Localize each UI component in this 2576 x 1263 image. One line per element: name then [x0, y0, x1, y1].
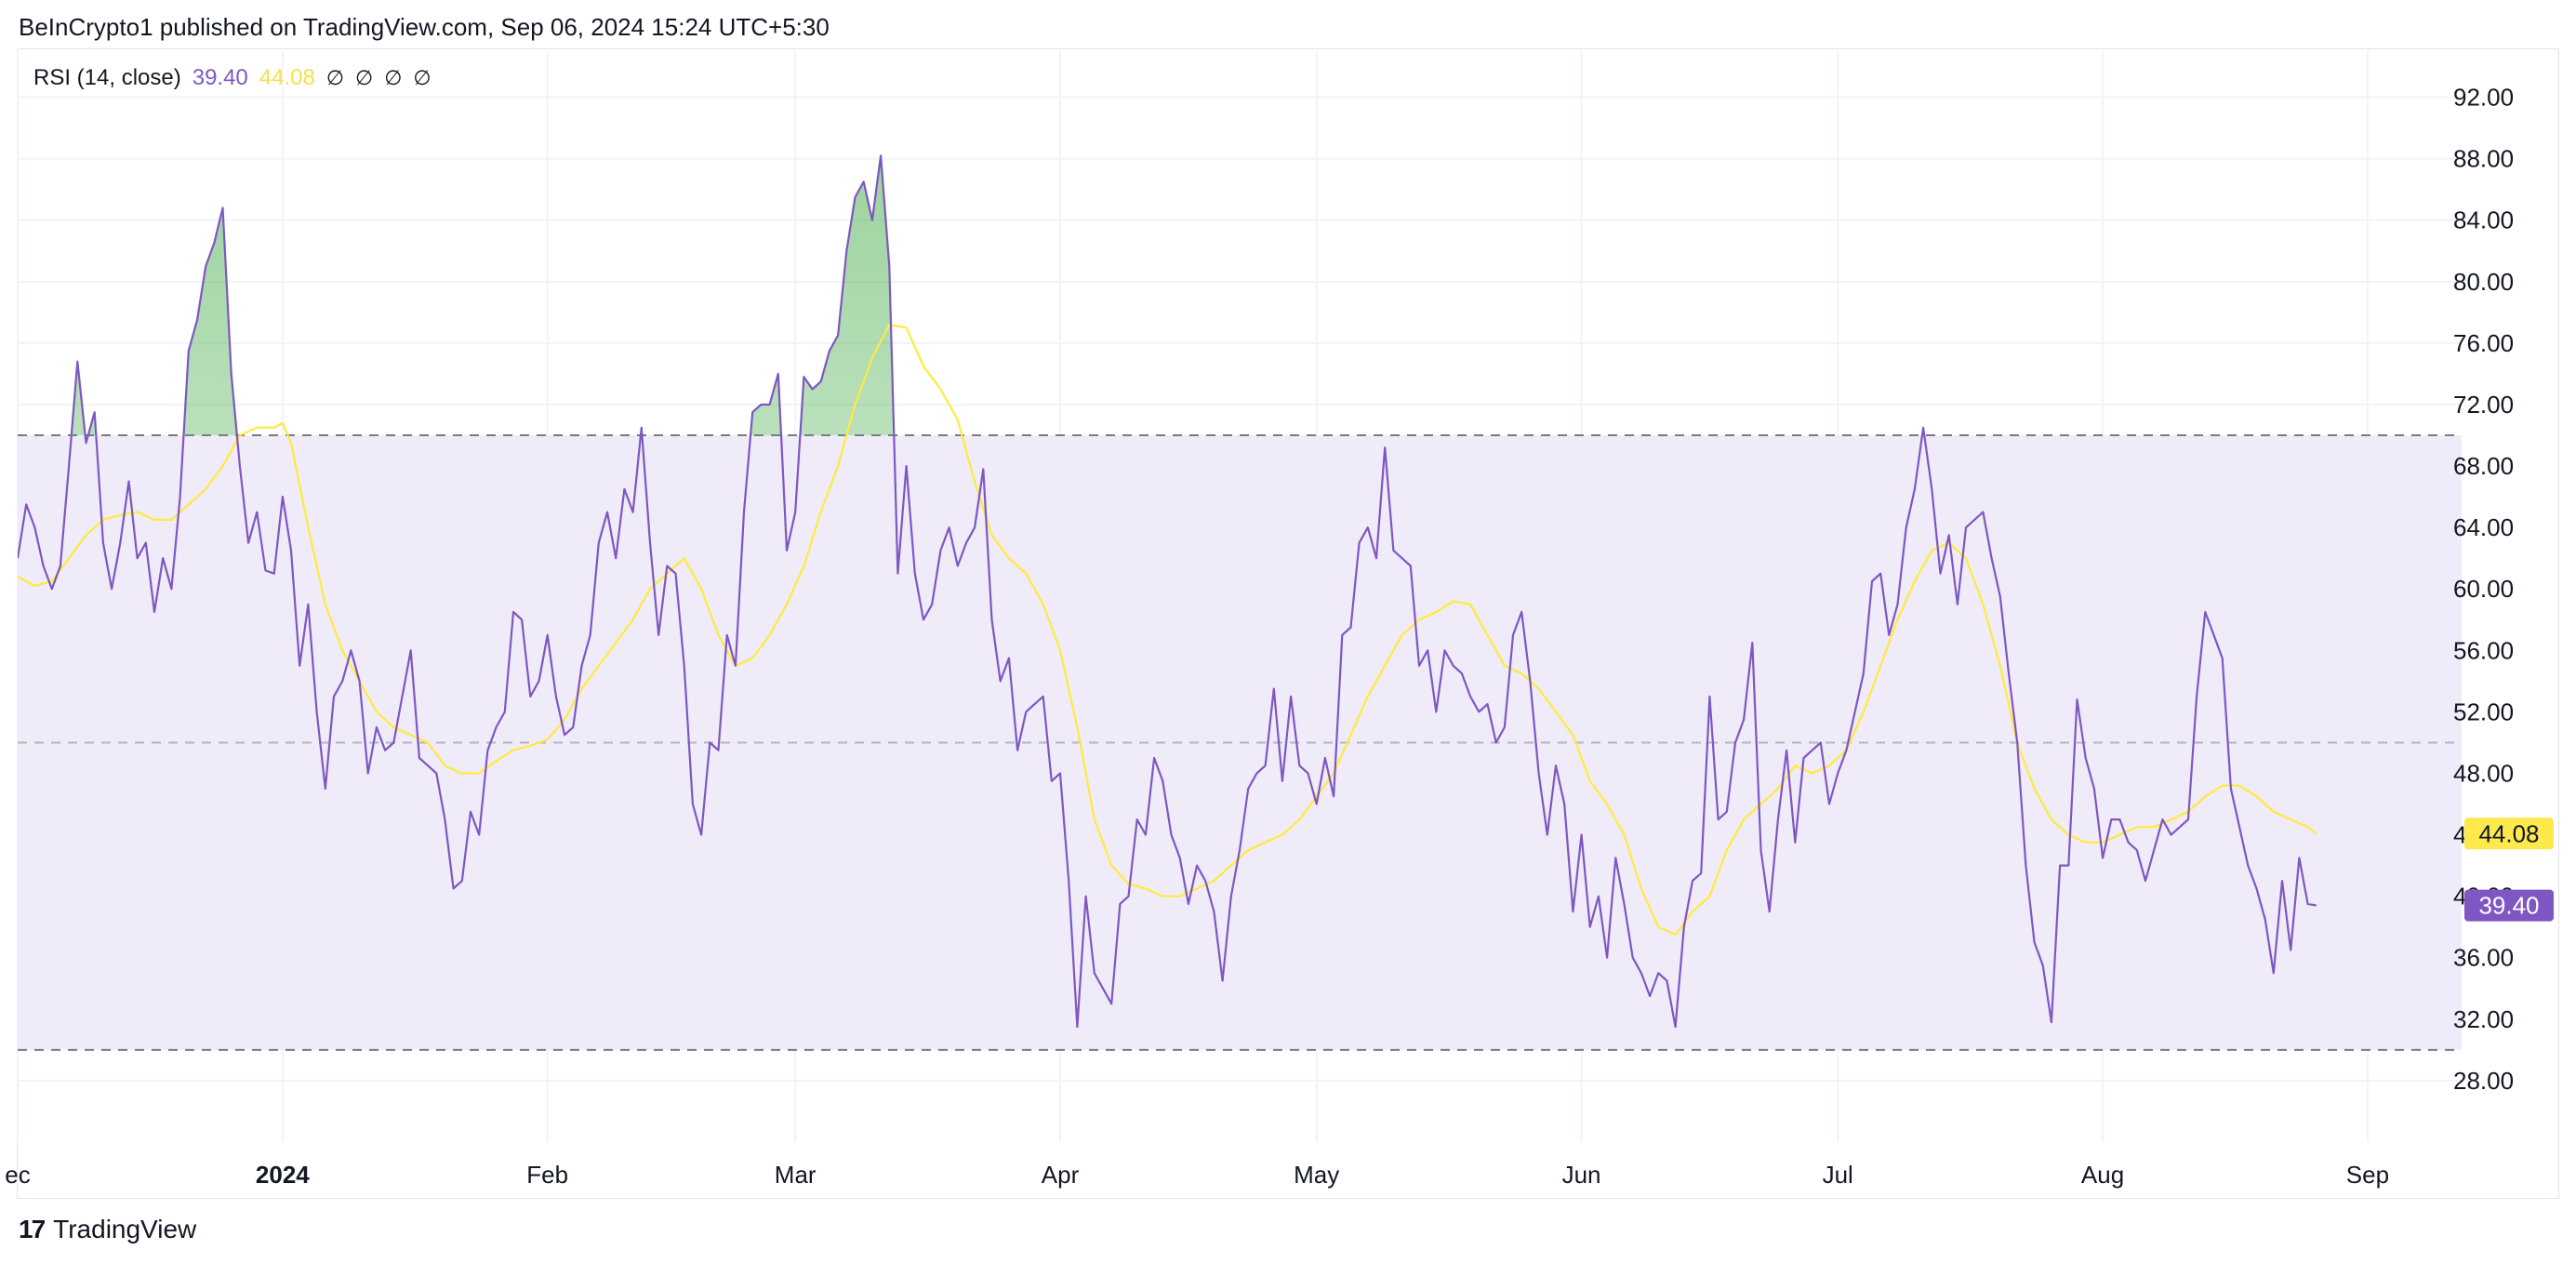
x-tick-label: Jun: [1562, 1161, 1601, 1189]
x-tick-label: Feb: [526, 1161, 568, 1189]
publish-info: BeInCrypto1 published on TradingView.com…: [19, 13, 830, 41]
ma-last-value-label: 44.08: [2478, 819, 2539, 847]
x-tick-label: May: [1294, 1161, 1339, 1189]
chart-legend: RSI (14, close) 39.40 44.08 ∅ ∅ ∅ ∅: [33, 65, 432, 91]
x-tick-label: Aug: [2081, 1161, 2124, 1189]
y-tick-label: 56.00: [2453, 636, 2514, 664]
rsi-value: 39.40: [192, 65, 248, 90]
y-tick-label: 36.00: [2453, 944, 2514, 972]
rsi-last-value-label: 39.40: [2478, 892, 2539, 920]
brand-name[interactable]: TradingView: [53, 1215, 197, 1243]
rsi-last-value-badge: [2464, 889, 2554, 922]
empty-value-marker: ∅: [325, 66, 345, 89]
rsi-chart[interactable]: 28.0032.0036.0040.0044.0048.0052.0056.00…: [0, 0, 2576, 1209]
empty-value-marker: ∅: [384, 66, 403, 89]
x-tick-label: Sep: [2346, 1161, 2389, 1189]
y-tick-label: 76.00: [2453, 329, 2514, 357]
y-tick-label: 28.00: [2453, 1067, 2514, 1095]
y-tick-label: 84.00: [2453, 206, 2514, 234]
tradingview-logo-icon[interactable]: 17: [19, 1215, 46, 1243]
x-tick-label: Jul: [1823, 1161, 1853, 1189]
indicator-name[interactable]: RSI (14, close): [33, 65, 181, 90]
ma-value: 44.08: [259, 65, 315, 90]
y-tick-label: 32.00: [2453, 1005, 2514, 1033]
footer: 17 TradingView: [19, 1215, 196, 1244]
rsi-line[interactable]: [18, 154, 2317, 1029]
y-tick-label: 68.00: [2453, 452, 2514, 480]
y-tick-label: 64.00: [2453, 513, 2514, 541]
x-tick-label: Apr: [1042, 1161, 1080, 1189]
x-tick-label: Mar: [775, 1161, 817, 1189]
x-tick-label: ec: [5, 1161, 30, 1189]
x-tick-label: 2024: [256, 1161, 310, 1189]
y-tick-label: 72.00: [2453, 391, 2514, 419]
y-tick-label: 60.00: [2453, 575, 2514, 603]
y-tick-label: 92.00: [2453, 84, 2514, 112]
y-tick-label: 88.00: [2453, 145, 2514, 173]
y-tick-label: 52.00: [2453, 698, 2514, 725]
empty-value-marker: ∅: [413, 66, 432, 89]
ma-last-value-badge: [2464, 818, 2554, 850]
y-tick-label: 48.00: [2453, 759, 2514, 787]
empty-value-marker: ∅: [355, 66, 374, 89]
y-tick-label: 80.00: [2453, 268, 2514, 296]
